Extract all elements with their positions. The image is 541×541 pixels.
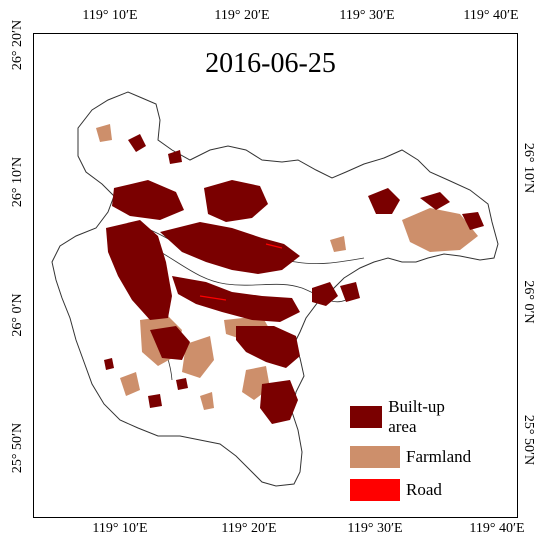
bottom-lon-label-3: 119° 30′E bbox=[347, 521, 403, 536]
legend-item-road: Road bbox=[350, 475, 442, 505]
bottom-lon-label-2: 119° 20′E bbox=[221, 521, 277, 536]
district-boundary bbox=[51, 91, 499, 487]
bottom-lon-label-1: 119° 10′E bbox=[92, 521, 148, 536]
bottom-lon-label-4: 119° 40′E bbox=[469, 521, 525, 536]
road-swatch bbox=[350, 479, 400, 501]
farmland-swatch bbox=[350, 446, 400, 468]
top-lon-label-4: 119° 40′E bbox=[463, 8, 519, 23]
legend-label-built-up: Built-up area bbox=[388, 397, 445, 436]
map-date-title: 2016-06-25 bbox=[205, 48, 336, 79]
top-lon-label-1: 119° 10′E bbox=[82, 8, 138, 23]
legend-item-farmland: Farmland bbox=[350, 442, 471, 472]
legend-label-farmland: Farmland bbox=[406, 447, 472, 466]
legend-item-built-up: Built-up area bbox=[350, 397, 446, 436]
top-lon-label-3: 119° 30′E bbox=[339, 8, 395, 23]
built-up-swatch bbox=[350, 406, 383, 428]
legend-label-road: Road bbox=[406, 480, 442, 499]
built-up-patches bbox=[104, 134, 484, 424]
map-frame bbox=[33, 33, 518, 518]
top-lon-label-2: 119° 20′E bbox=[214, 8, 270, 23]
road-fragments bbox=[199, 243, 283, 301]
